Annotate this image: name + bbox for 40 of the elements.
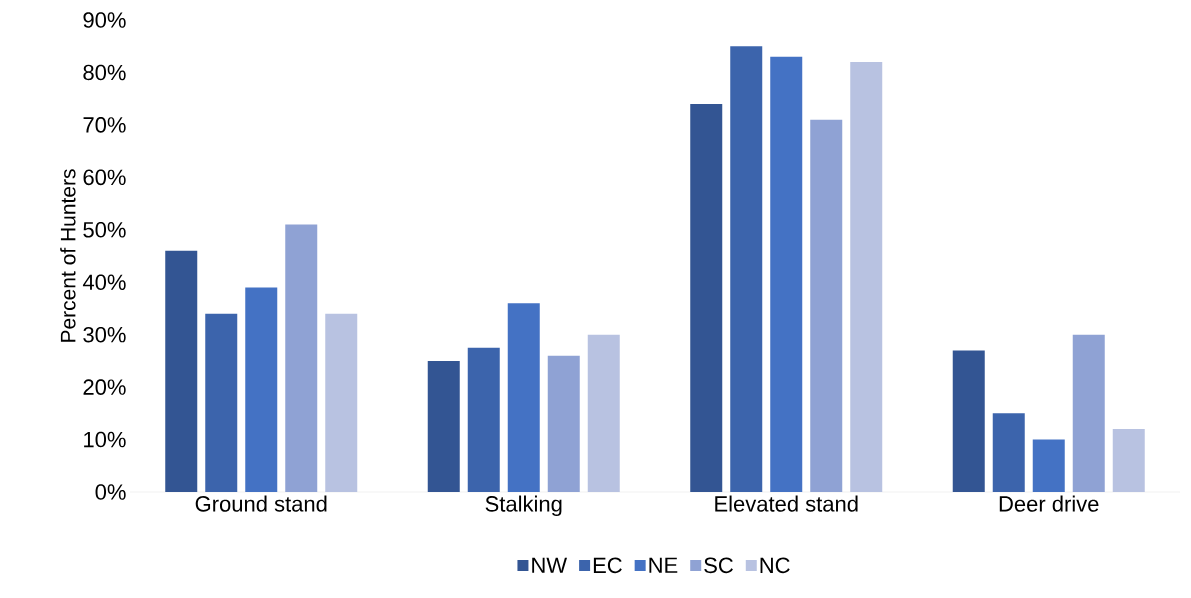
y-axis-title: Percent of Hunters: [60, 169, 76, 342]
bar: [427, 360, 460, 492]
y-tick-label: 50%: [83, 221, 126, 238]
y-tick-label: 10%: [84, 431, 126, 448]
bar: [810, 119, 843, 492]
y-tick-label: 0%: [95, 484, 126, 500]
x-tick-label: Elevated stand: [715, 495, 858, 512]
legend-label: NW: [532, 557, 568, 573]
x-tick-label: Deer drive: [999, 495, 1099, 512]
bar: [1072, 334, 1105, 492]
bar: [205, 313, 238, 492]
bar: [1112, 429, 1145, 492]
y-tick-label: 20%: [83, 379, 126, 395]
legend-label: NE: [649, 557, 678, 573]
bar: [325, 313, 358, 492]
bar: [245, 287, 278, 492]
bar: [730, 46, 763, 492]
bar: [992, 413, 1025, 492]
bar: [507, 303, 540, 492]
bar: [1032, 439, 1065, 492]
bar: [850, 61, 883, 492]
bar: [587, 334, 620, 492]
x-tick-label: Stalking: [485, 495, 562, 517]
y-tick-label: 60%: [83, 169, 126, 186]
bar: [952, 350, 985, 492]
y-tick-label: 90%: [83, 12, 126, 28]
legend-label: NC: [760, 557, 790, 574]
bar: [467, 347, 500, 492]
bar: [285, 224, 318, 492]
bar: [770, 56, 803, 492]
y-tick-label: 30%: [83, 326, 126, 343]
y-tick-label: 80%: [83, 64, 126, 81]
legend-label: SC: [704, 557, 733, 574]
bar: [547, 355, 580, 492]
y-tick-label: 40%: [82, 274, 126, 291]
legend-label: EC: [593, 557, 622, 574]
y-tick-label: 70%: [83, 117, 126, 133]
x-tick-label: Ground stand: [195, 495, 327, 512]
bar: [165, 250, 198, 492]
bar: [690, 103, 723, 492]
